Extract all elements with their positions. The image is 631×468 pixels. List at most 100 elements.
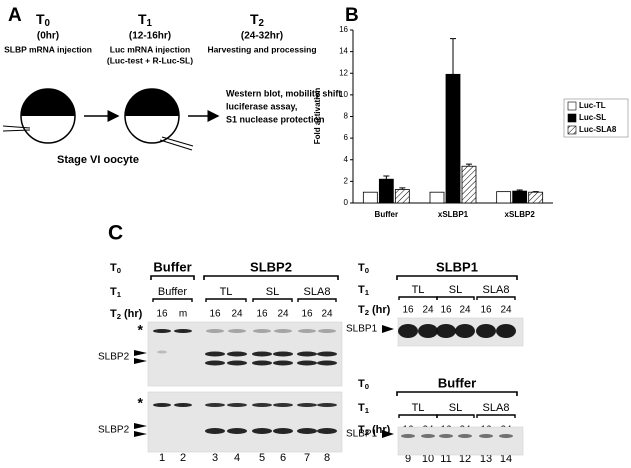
step-hours: (0hr) <box>37 31 59 42</box>
time-label: 24 <box>231 309 243 320</box>
condition-label: TL <box>220 286 233 298</box>
y-axis-label: Fold activation <box>313 88 322 145</box>
bracket <box>396 391 518 396</box>
band <box>317 403 337 407</box>
x-tick-label: Buffer <box>375 210 399 219</box>
lane-number: 5 <box>259 452 265 464</box>
group-label: SLBP1 <box>436 259 478 274</box>
bar <box>378 178 394 204</box>
error-bar <box>383 175 390 180</box>
row-label: T0 <box>110 262 121 275</box>
arrowhead <box>382 325 394 333</box>
row-label: T0 <box>358 262 369 275</box>
time-subscript: 1 <box>147 18 153 29</box>
time-subscript: 0 <box>365 266 369 275</box>
time-letter: T <box>358 262 365 274</box>
lane-number: 4 <box>234 452 240 464</box>
band <box>252 403 272 407</box>
time-label: m <box>179 309 187 320</box>
panel-label: C <box>108 222 123 245</box>
row-label: T1 <box>110 286 122 299</box>
time-letter: T <box>358 284 365 296</box>
error-bar <box>450 38 456 75</box>
band <box>227 428 247 434</box>
y-tick-label: 12 <box>339 68 348 77</box>
band <box>252 360 272 366</box>
time-label: 16 <box>440 305 452 316</box>
time-subscript: 1 <box>365 406 370 415</box>
blot <box>147 391 343 453</box>
time-label: 24 <box>422 305 434 316</box>
band <box>252 428 272 434</box>
band <box>157 350 167 354</box>
band <box>153 329 171 333</box>
time-subscript: 0 <box>365 382 369 391</box>
star-marker: * <box>138 395 144 411</box>
bar <box>362 191 378 204</box>
lane-number: 13 <box>480 453 492 465</box>
bar <box>394 189 410 204</box>
band <box>317 360 337 366</box>
arrowhead <box>134 423 147 437</box>
time-subscript: 0 <box>117 266 121 275</box>
time-label: 16 <box>156 309 168 320</box>
band <box>298 329 316 333</box>
lane-number: 12 <box>459 453 471 465</box>
band <box>273 360 293 366</box>
band <box>421 434 435 438</box>
band <box>228 329 246 333</box>
time-subscript: 1 <box>365 288 370 297</box>
time-letter: T <box>358 402 365 414</box>
condition-label: TL <box>412 284 425 296</box>
star-marker: * <box>138 322 144 338</box>
lane-number: 10 <box>422 453 434 465</box>
protein-marker: SLBP1 <box>346 324 378 335</box>
arrowhead <box>382 430 394 438</box>
step-description: SLBP mRNA injection <box>4 44 92 54</box>
band <box>458 434 472 438</box>
time-letter: T <box>110 308 117 320</box>
bracket <box>476 414 516 418</box>
lane-number: 7 <box>304 452 310 464</box>
band <box>273 351 293 357</box>
bracket <box>436 414 475 418</box>
step-time-label: T2 <box>250 11 265 29</box>
condition-label: Buffer <box>158 286 187 298</box>
row-label: T1 <box>358 402 370 415</box>
row-label: T0 <box>358 378 369 391</box>
band <box>496 324 516 338</box>
band <box>206 329 224 333</box>
protein-marker: SLBP2 <box>98 425 130 436</box>
time-label: 16 <box>480 305 492 316</box>
lane-number: 9 <box>405 453 411 465</box>
legend-swatch <box>567 125 577 135</box>
bracket <box>398 414 438 418</box>
y-tick-label: 2 <box>344 176 349 185</box>
bracket <box>476 296 516 300</box>
row-label: T2 (hr) <box>358 304 391 317</box>
band <box>318 329 336 333</box>
band <box>153 403 171 407</box>
step-description: (Luc-test + R-Luc-SL) <box>107 55 193 65</box>
band <box>398 324 418 338</box>
group-label: SLBP2 <box>250 259 292 274</box>
panel-label: B <box>345 5 359 26</box>
y-tick-label: 6 <box>344 133 349 142</box>
time-letter: T <box>358 424 365 436</box>
band <box>205 403 225 407</box>
bracket <box>152 298 193 302</box>
band <box>317 351 337 357</box>
legend-label: Luc-SLA8 <box>579 125 617 134</box>
lane-number: 14 <box>500 453 512 465</box>
band <box>205 351 225 357</box>
y-tick-label: 16 <box>339 25 348 34</box>
group-label: Buffer <box>153 259 191 274</box>
bracket <box>396 275 518 280</box>
time-subscript: 0 <box>45 18 51 29</box>
bracket <box>398 296 438 300</box>
lane-number: 1 <box>159 452 165 464</box>
y-tick-label: 4 <box>344 155 349 164</box>
band <box>174 329 192 333</box>
time-label: 24 <box>277 309 289 320</box>
band <box>499 434 513 438</box>
